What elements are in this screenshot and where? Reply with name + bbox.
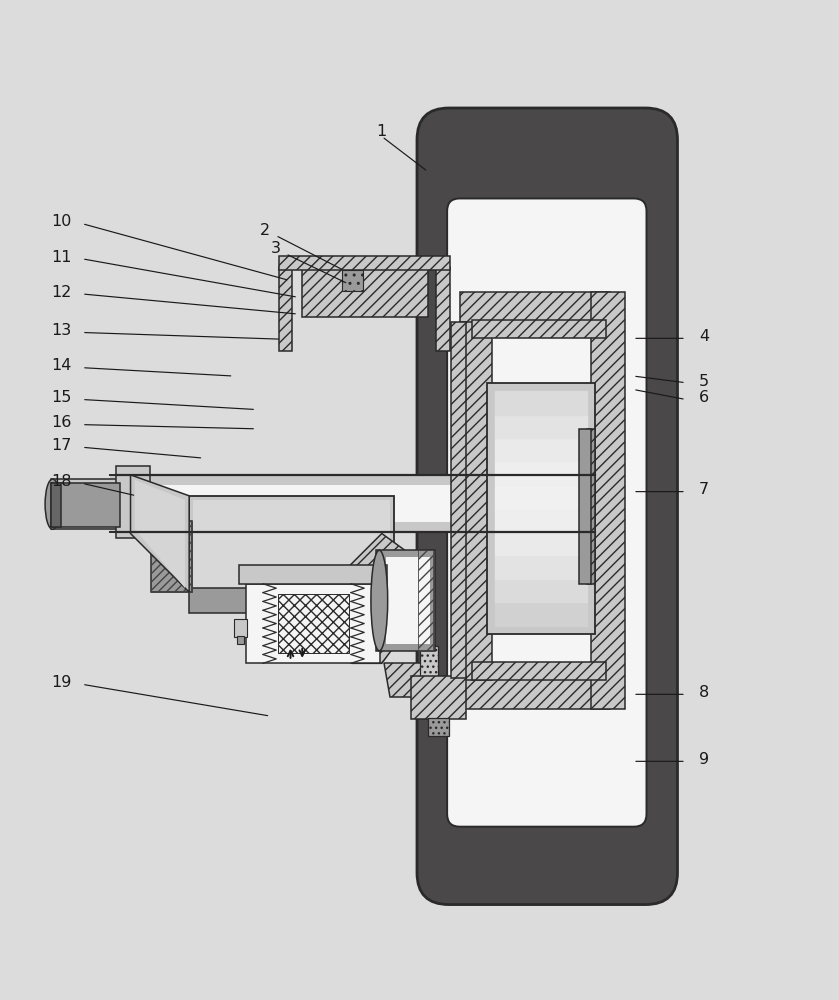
Bar [237, 636, 243, 644]
Text: 12: 12 [51, 285, 71, 300]
Bar [189, 496, 394, 592]
Text: 11: 11 [50, 250, 71, 265]
Text: 17: 17 [51, 438, 71, 453]
Bar [51, 479, 122, 529]
Bar [110, 475, 617, 532]
Text: 18: 18 [50, 474, 71, 489]
Bar [418, 550, 433, 651]
Bar [342, 270, 363, 291]
Bar [579, 429, 591, 584]
Text: 2: 2 [259, 223, 269, 238]
Bar [239, 565, 387, 584]
Bar [246, 584, 380, 663]
Bar [376, 550, 435, 651]
Bar [451, 322, 466, 678]
Bar [152, 521, 191, 592]
Text: 4: 4 [699, 329, 709, 344]
Bar [278, 594, 349, 653]
Bar [302, 267, 428, 317]
Bar [487, 383, 596, 634]
Bar [117, 466, 150, 538]
Bar [152, 521, 191, 592]
Bar [51, 483, 120, 527]
Bar [51, 483, 61, 527]
Bar [189, 588, 394, 613]
Bar [491, 323, 591, 678]
Bar [420, 646, 438, 694]
Bar [472, 662, 607, 680]
Polygon shape [131, 475, 189, 592]
Text: 6: 6 [699, 390, 709, 405]
Text: 10: 10 [51, 214, 71, 229]
Bar [436, 267, 450, 351]
Polygon shape [348, 534, 428, 663]
Text: 9: 9 [699, 752, 709, 767]
Bar [460, 292, 611, 324]
Polygon shape [135, 480, 185, 588]
Bar [460, 322, 492, 680]
Bar [110, 485, 617, 522]
Bar [193, 500, 390, 588]
Bar [279, 256, 451, 270]
Text: 15: 15 [51, 390, 71, 405]
FancyBboxPatch shape [447, 198, 647, 827]
Text: 13: 13 [51, 323, 71, 338]
Bar [472, 320, 607, 338]
Text: 19: 19 [51, 675, 71, 690]
Text: 1: 1 [377, 124, 387, 139]
Bar [279, 267, 292, 351]
Text: 7: 7 [699, 482, 709, 497]
Bar [386, 557, 430, 644]
Text: 5: 5 [699, 374, 709, 389]
Bar [233, 619, 247, 637]
Bar [428, 718, 449, 736]
Ellipse shape [45, 479, 60, 529]
Polygon shape [384, 663, 432, 697]
Ellipse shape [371, 550, 388, 651]
FancyBboxPatch shape [417, 108, 677, 905]
Text: 8: 8 [699, 685, 710, 700]
Bar [591, 292, 625, 709]
Bar [495, 391, 587, 626]
Text: 14: 14 [51, 358, 71, 373]
Bar [460, 678, 611, 709]
Bar [587, 429, 596, 584]
Text: 16: 16 [51, 415, 71, 430]
Text: 3: 3 [270, 241, 280, 256]
Bar [411, 676, 466, 719]
